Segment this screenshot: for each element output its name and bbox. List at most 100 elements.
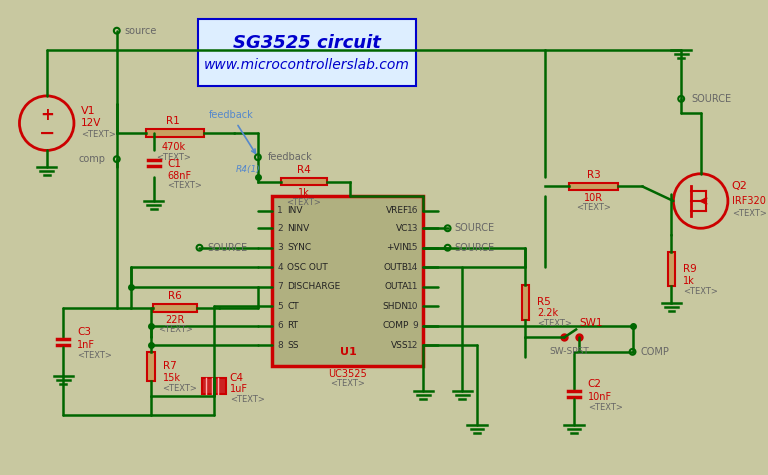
Text: 3: 3 [277,243,283,252]
FancyBboxPatch shape [197,19,415,86]
Text: 12: 12 [407,341,419,350]
Text: <TEXT>: <TEXT> [77,351,112,360]
Text: INV: INV [287,206,303,215]
Text: SOURCE: SOURCE [691,94,731,104]
Text: OUTA: OUTA [385,282,409,291]
Text: 16: 16 [407,206,419,215]
Text: DISCHARGE: DISCHARGE [287,282,340,291]
Text: 22R: 22R [165,315,185,325]
Text: OSC OUT: OSC OUT [287,263,328,272]
Text: R9: R9 [684,264,697,274]
Text: 68nF: 68nF [167,171,191,180]
Text: <TEXT>: <TEXT> [732,209,766,218]
Text: VC: VC [396,224,409,233]
Text: COMP: COMP [382,321,409,330]
Text: V1: V1 [81,106,95,116]
Text: 1k: 1k [298,188,310,198]
Text: SOURCE: SOURCE [455,223,495,233]
Text: 8: 8 [277,341,283,350]
Text: VSS: VSS [391,341,409,350]
Text: C3: C3 [77,327,91,337]
Text: NINV: NINV [287,224,310,233]
Text: <TEXT>: <TEXT> [163,384,197,393]
Text: VREF: VREF [386,206,409,215]
Text: C4: C4 [230,373,243,383]
Text: SW-SPST: SW-SPST [549,347,589,356]
Text: <TEXT>: <TEXT> [156,153,190,162]
Text: 2: 2 [277,224,283,233]
Text: SG3525 circuit: SG3525 circuit [233,34,380,52]
Text: R4(1): R4(1) [236,165,260,174]
Text: R7: R7 [163,361,177,371]
Text: R6: R6 [168,291,182,301]
Text: 9: 9 [412,321,419,330]
Bar [146,129,204,137]
Text: +VIN: +VIN [386,243,409,252]
Text: SOURCE: SOURCE [455,243,495,253]
Text: 14: 14 [407,263,419,272]
Text: <TEXT>: <TEXT> [167,181,202,190]
Text: source: source [124,26,157,36]
Text: R4: R4 [296,165,310,175]
Text: R3: R3 [587,170,601,180]
Text: <TEXT>: <TEXT> [537,319,572,328]
Text: RT: RT [287,321,298,330]
Bar [521,285,529,320]
Text: <TEXT>: <TEXT> [81,130,116,139]
Text: <TEXT>: <TEXT> [157,325,193,334]
Text: C1: C1 [167,159,181,169]
Text: comp: comp [78,154,105,164]
Text: COMP: COMP [641,347,669,357]
Text: SYNC: SYNC [287,243,311,252]
Text: 6: 6 [277,321,283,330]
Text: 5: 5 [277,302,283,311]
Text: <TEXT>: <TEXT> [330,380,366,389]
Text: SS: SS [287,341,299,350]
Text: 12V: 12V [81,118,101,128]
Bar [273,196,423,366]
Text: <TEXT>: <TEXT> [286,199,321,208]
Bar [569,182,618,190]
Text: OUTB: OUTB [384,263,409,272]
Text: 1k: 1k [684,276,695,286]
Text: SHDN: SHDN [382,302,409,311]
Text: C2: C2 [588,379,602,389]
Text: Q2: Q2 [732,181,748,191]
Text: 15k: 15k [163,373,180,383]
Text: 11: 11 [407,282,419,291]
Text: R1: R1 [167,116,180,126]
Text: 10: 10 [407,302,419,311]
Text: IRF320: IRF320 [732,196,766,206]
Text: www.microcontrollerslab.com: www.microcontrollerslab.com [204,58,409,72]
Text: 10nF: 10nF [588,391,612,401]
Text: UC3525: UC3525 [329,369,367,379]
Text: 4: 4 [277,263,283,272]
Bar [281,178,327,185]
Text: 2.2k: 2.2k [537,308,558,318]
Text: +: + [40,106,54,124]
Text: 1nF: 1nF [77,340,95,350]
Bar [154,304,197,312]
Text: feedback: feedback [209,110,256,153]
Text: feedback: feedback [267,152,313,162]
Bar [667,252,675,286]
Text: 1uF: 1uF [230,384,247,394]
Text: CT: CT [287,302,299,311]
Text: 10R: 10R [584,193,603,203]
Bar [203,378,226,394]
Text: 7: 7 [277,282,283,291]
Bar [147,352,154,381]
Text: U1: U1 [339,347,356,357]
Text: <TEXT>: <TEXT> [576,203,611,212]
Text: 13: 13 [407,224,419,233]
Text: <TEXT>: <TEXT> [588,403,623,412]
Text: <TEXT>: <TEXT> [684,287,718,296]
Text: −: − [38,124,55,142]
Text: 15: 15 [407,243,419,252]
Text: 1: 1 [277,206,283,215]
Text: SOURCE: SOURCE [207,243,247,253]
Text: 470k: 470k [161,142,185,152]
Text: <TEXT>: <TEXT> [230,395,264,404]
Text: R5: R5 [537,297,551,307]
Text: SW1: SW1 [579,318,603,328]
